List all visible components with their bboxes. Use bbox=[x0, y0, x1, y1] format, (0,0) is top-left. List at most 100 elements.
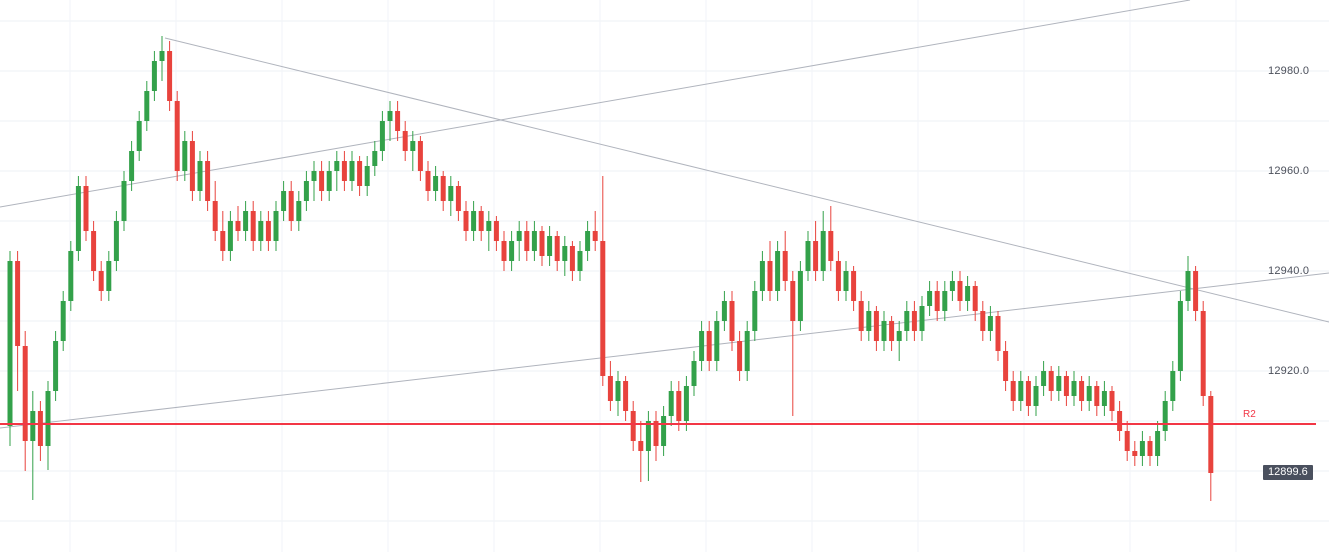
candle bbox=[843, 261, 849, 301]
candle bbox=[676, 381, 682, 431]
candle bbox=[782, 231, 788, 291]
candle bbox=[623, 376, 629, 421]
candle bbox=[478, 206, 484, 241]
candle bbox=[896, 321, 902, 361]
candle bbox=[1147, 436, 1153, 466]
candle bbox=[448, 176, 454, 216]
candle bbox=[83, 176, 89, 241]
candle bbox=[379, 111, 385, 161]
candle bbox=[775, 241, 781, 301]
candle bbox=[501, 231, 507, 271]
candle bbox=[957, 271, 963, 311]
candle bbox=[1010, 371, 1016, 411]
candle bbox=[250, 201, 256, 251]
candle bbox=[790, 271, 796, 416]
candle bbox=[136, 111, 142, 161]
candle bbox=[1208, 391, 1214, 501]
candle bbox=[189, 131, 195, 201]
candle bbox=[53, 331, 59, 401]
candle bbox=[638, 421, 644, 482]
candle bbox=[357, 156, 363, 196]
candle bbox=[1170, 361, 1176, 411]
candle bbox=[577, 241, 583, 281]
candle bbox=[98, 261, 104, 301]
candle bbox=[60, 291, 66, 351]
candle bbox=[311, 161, 317, 201]
trendline[interactable] bbox=[0, 272, 1329, 429]
candle bbox=[15, 251, 21, 391]
candles bbox=[7, 36, 1214, 501]
candle bbox=[980, 301, 986, 341]
candle bbox=[1048, 366, 1054, 401]
candle bbox=[881, 311, 887, 351]
candle bbox=[691, 351, 697, 396]
candle bbox=[851, 266, 857, 311]
last-price-label: 12899.6 bbox=[1263, 465, 1313, 480]
trendline[interactable] bbox=[164, 37, 1329, 323]
candle bbox=[1063, 371, 1069, 406]
candle bbox=[197, 151, 203, 201]
candle bbox=[547, 226, 553, 266]
candle bbox=[972, 281, 978, 321]
candle bbox=[889, 316, 895, 351]
candle bbox=[1041, 361, 1047, 396]
candle bbox=[706, 321, 712, 371]
candle bbox=[151, 51, 157, 101]
candle bbox=[1132, 441, 1138, 466]
candle bbox=[75, 176, 81, 261]
candle bbox=[258, 211, 264, 251]
candle bbox=[395, 101, 401, 141]
candle bbox=[227, 211, 233, 261]
candle bbox=[554, 231, 560, 271]
candle bbox=[281, 181, 287, 221]
candle bbox=[440, 171, 446, 211]
candle bbox=[615, 371, 621, 416]
candle bbox=[873, 306, 879, 351]
candle bbox=[813, 221, 819, 281]
candle bbox=[531, 221, 537, 261]
candle bbox=[1117, 401, 1123, 441]
candle bbox=[744, 321, 750, 381]
candle bbox=[372, 141, 378, 176]
candle bbox=[509, 231, 515, 271]
candle bbox=[1177, 291, 1183, 381]
candle bbox=[699, 321, 705, 371]
candle bbox=[835, 251, 841, 301]
candle bbox=[949, 271, 955, 301]
candle bbox=[326, 161, 332, 201]
candle bbox=[759, 251, 765, 301]
candle bbox=[683, 376, 689, 431]
candle bbox=[205, 151, 211, 211]
candle bbox=[1185, 256, 1191, 311]
candle bbox=[1025, 376, 1031, 416]
candle bbox=[1193, 266, 1199, 321]
candle bbox=[516, 221, 522, 261]
candle bbox=[1101, 381, 1107, 416]
candle bbox=[1162, 391, 1168, 441]
candle bbox=[106, 251, 112, 301]
candle bbox=[645, 411, 651, 481]
candle bbox=[820, 211, 826, 281]
candle bbox=[174, 91, 180, 181]
candle bbox=[585, 221, 591, 261]
candle bbox=[341, 151, 347, 191]
candle bbox=[1079, 376, 1085, 411]
candle bbox=[113, 211, 119, 271]
candle bbox=[661, 406, 667, 456]
candle bbox=[425, 161, 431, 201]
candle bbox=[402, 121, 408, 161]
candle bbox=[1139, 431, 1145, 466]
candle bbox=[319, 161, 325, 201]
candle bbox=[1094, 381, 1100, 416]
candle bbox=[455, 181, 461, 221]
candle bbox=[630, 401, 636, 451]
candle bbox=[159, 36, 165, 81]
candle bbox=[349, 151, 355, 191]
candle bbox=[927, 281, 933, 316]
candle bbox=[562, 236, 568, 276]
candle bbox=[1056, 366, 1062, 401]
candle bbox=[30, 391, 36, 500]
